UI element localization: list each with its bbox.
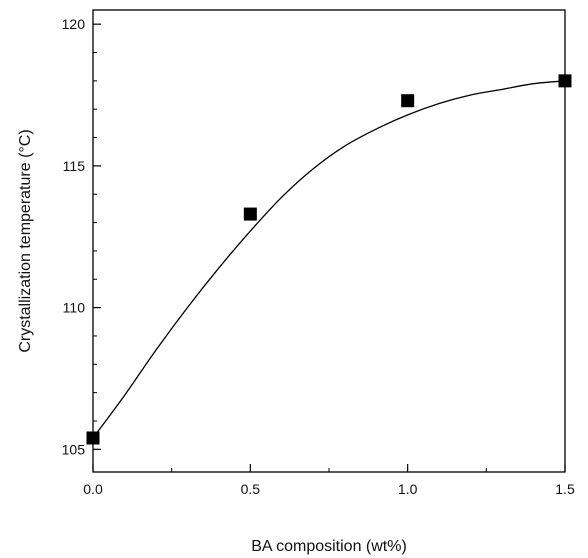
y-tick-label: 110 xyxy=(63,300,86,316)
y-tick-label: 115 xyxy=(63,158,86,174)
x-tick-label: 1.0 xyxy=(398,481,418,497)
x-tick-label: 0.5 xyxy=(241,481,261,497)
y-tick-label: 105 xyxy=(62,441,86,457)
data-point xyxy=(243,207,257,221)
y-axis-title: Crystallization temperature (°C) xyxy=(17,129,34,352)
data-point xyxy=(86,431,100,445)
x-tick-label: 1.5 xyxy=(555,481,575,497)
plot-frame xyxy=(92,9,566,473)
axis-ticks: 0.0 0.5 1.0 1.5 105 110 115 120 xyxy=(62,16,575,497)
data-point xyxy=(558,74,572,88)
data-points xyxy=(86,74,572,445)
fit-curve-layer xyxy=(92,80,566,439)
data-point xyxy=(401,94,415,108)
fit-curve xyxy=(92,80,566,439)
x-axis-title: BA composition (wt%) xyxy=(251,538,407,555)
y-tick-label: 120 xyxy=(62,16,86,32)
x-tick-label: 0.0 xyxy=(83,481,103,497)
